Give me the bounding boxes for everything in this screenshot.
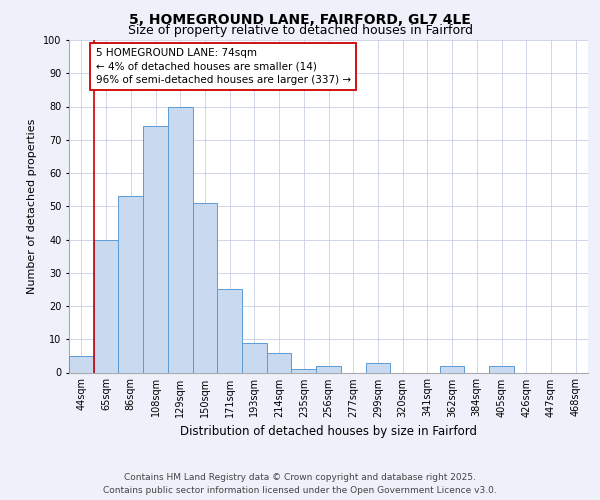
Bar xyxy=(242,342,267,372)
Y-axis label: Number of detached properties: Number of detached properties xyxy=(28,118,37,294)
X-axis label: Distribution of detached houses by size in Fairford: Distribution of detached houses by size … xyxy=(180,425,477,438)
Bar xyxy=(267,352,292,372)
Text: 5 HOMEGROUND LANE: 74sqm
← 4% of detached houses are smaller (14)
96% of semi-de: 5 HOMEGROUND LANE: 74sqm ← 4% of detache… xyxy=(95,48,351,84)
Bar xyxy=(143,126,168,372)
Bar xyxy=(118,196,143,372)
Text: Contains HM Land Registry data © Crown copyright and database right 2025.
Contai: Contains HM Land Registry data © Crown c… xyxy=(103,474,497,495)
Bar xyxy=(168,106,193,372)
Bar xyxy=(440,366,464,372)
Bar xyxy=(69,356,94,372)
Bar xyxy=(316,366,341,372)
Bar xyxy=(217,290,242,372)
Bar xyxy=(365,362,390,372)
Text: 5, HOMEGROUND LANE, FAIRFORD, GL7 4LE: 5, HOMEGROUND LANE, FAIRFORD, GL7 4LE xyxy=(129,12,471,26)
Bar xyxy=(193,203,217,372)
Text: Size of property relative to detached houses in Fairford: Size of property relative to detached ho… xyxy=(128,24,473,37)
Bar xyxy=(292,369,316,372)
Bar xyxy=(489,366,514,372)
Bar xyxy=(94,240,118,372)
